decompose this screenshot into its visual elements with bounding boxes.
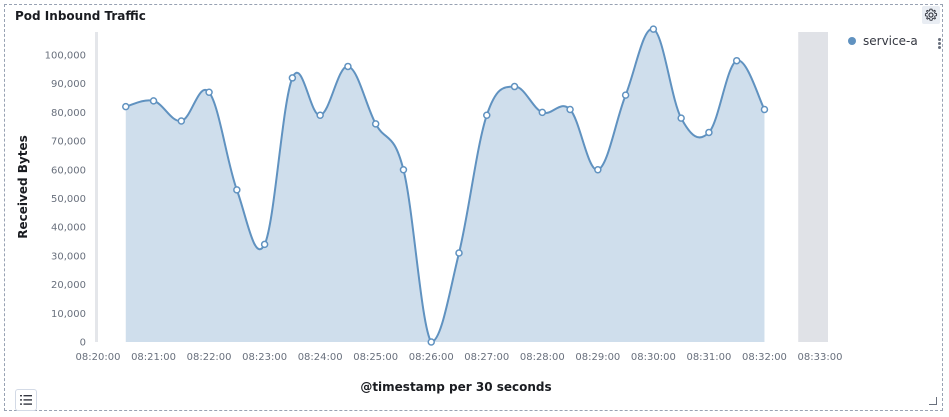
data-point [316, 111, 324, 119]
legend-options-icon[interactable] [937, 38, 941, 49]
incomplete-bucket-band [798, 32, 828, 342]
series-area [125, 28, 765, 343]
x-tick-label: 08:30:00 [631, 352, 676, 363]
y-tick-label: 0 [80, 338, 86, 349]
data-point [621, 91, 630, 99]
y-tick-label: 40,000 [51, 223, 86, 234]
y-tick-label: 10,000 [51, 309, 86, 320]
y-tick-label: 30,000 [51, 251, 86, 262]
y-tick-label: 50,000 [51, 194, 86, 205]
y-axis-title: Received Bytes [16, 135, 30, 238]
visualization-panel: Pod Inbound Traffic service-a [4, 4, 943, 411]
data-point [649, 25, 658, 33]
data-point [732, 56, 741, 65]
panel-options-button[interactable] [922, 6, 940, 24]
data-point [705, 128, 713, 137]
x-tick-label: 08:27:00 [464, 352, 509, 363]
data-point [510, 82, 519, 91]
x-tick-label: 08:31:00 [686, 352, 731, 363]
panel-title: Pod Inbound Traffic [15, 9, 146, 23]
x-tick-label: 08:22:00 [187, 352, 232, 363]
data-point [177, 117, 186, 125]
y-tick-label: 60,000 [51, 165, 86, 176]
x-tick-label: 08:21:00 [131, 352, 176, 363]
x-tick-label: 08:25:00 [353, 352, 398, 363]
data-point [455, 249, 463, 257]
y-tick-label: 90,000 [51, 79, 86, 90]
data-point [566, 105, 574, 114]
data-point [260, 240, 269, 249]
data-point [677, 114, 685, 122]
x-tick-label: 08:24:00 [298, 352, 343, 363]
data-point [594, 166, 602, 174]
legend-item-service-a[interactable]: service-a [848, 34, 918, 48]
legend-toggle-button[interactable] [15, 389, 37, 411]
legend-color-dot [848, 37, 856, 45]
x-tick-label: 08:23:00 [242, 352, 287, 363]
x-tick-label: 08:26:00 [409, 352, 454, 363]
x-tick-label: 08:20:00 [76, 352, 121, 363]
x-tick-label: 08:33:00 [798, 352, 843, 363]
y-axis-line [95, 32, 98, 342]
list-icon [20, 395, 32, 405]
data-point [538, 108, 547, 117]
gear-icon [924, 8, 938, 21]
data-point [344, 62, 352, 71]
data-point [371, 120, 380, 128]
x-tick-label: 08:32:00 [742, 352, 787, 363]
resize-handle-icon[interactable] [929, 397, 937, 405]
x-axis-title: @timestamp per 30 seconds [360, 380, 551, 394]
data-point [149, 97, 158, 105]
data-point [399, 166, 408, 174]
x-tick-label: 08:28:00 [520, 352, 565, 363]
y-tick-label: 70,000 [51, 137, 86, 148]
data-point [483, 111, 491, 119]
y-tick-label: 20,000 [51, 280, 86, 291]
x-tick-label: 08:29:00 [575, 352, 620, 363]
y-tick-label: 100,000 [45, 50, 86, 61]
legend-item-label: service-a [863, 34, 918, 48]
data-point [288, 74, 297, 82]
data-point [427, 338, 435, 346]
data-point [233, 186, 241, 194]
data-point [760, 105, 769, 114]
y-tick-label: 80,000 [51, 108, 86, 119]
data-point [205, 88, 213, 97]
data-point [122, 102, 130, 111]
